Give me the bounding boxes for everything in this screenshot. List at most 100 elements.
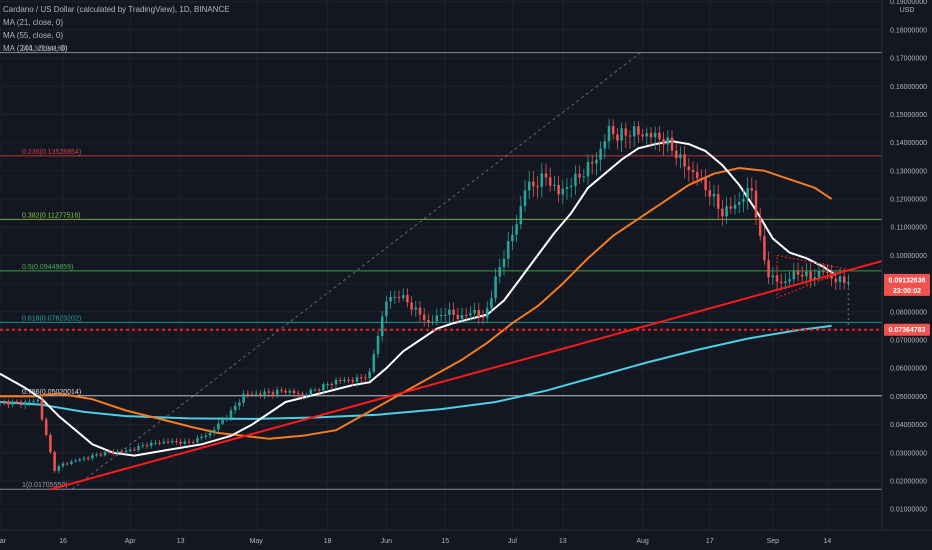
drawings[interactable] [0, 254, 883, 491]
price-tick-label: 0.02000000 [890, 478, 927, 485]
fib-level-label: 0.618(0.07623202) [22, 315, 81, 322]
candle-body [649, 133, 653, 138]
candle-body [275, 389, 279, 395]
candle-body [347, 379, 350, 381]
time-axis-panel[interactable] [0, 530, 932, 550]
candle-body [309, 389, 313, 395]
candle-body [469, 313, 472, 316]
candle-body [481, 316, 485, 318]
candle-body [641, 134, 644, 137]
candle-body [23, 401, 27, 405]
candle-body [326, 384, 329, 386]
grid-lines [0, 0, 882, 530]
candle-body [502, 258, 506, 268]
candle-body [128, 449, 132, 451]
candle-body [754, 190, 758, 218]
candle-body [544, 173, 548, 178]
symbol-title[interactable]: Cardano / US Dollar (calculated by Tradi… [3, 5, 230, 14]
candle-body [557, 184, 560, 195]
candle-body [674, 150, 678, 159]
candle-body [763, 236, 766, 261]
candle-body [565, 186, 569, 189]
time-tick-label: 13 [177, 538, 185, 545]
fibonacci-retracement[interactable]: 0(0.17194168) 0.236(0.13528854) 0.382(0.11… [0, 46, 882, 490]
candle-body [305, 394, 308, 396]
candle-body [456, 314, 460, 320]
candle-body [435, 315, 439, 322]
candle-body [767, 260, 770, 278]
candle-body [611, 126, 615, 135]
candle-body [19, 401, 23, 405]
candle-body [687, 166, 691, 170]
candle-body [191, 442, 195, 444]
price-tag-label: 0.07364783 [889, 327, 926, 334]
candle-body [124, 450, 128, 452]
candle-body [137, 446, 140, 450]
candle-body [586, 162, 590, 177]
candle-body [133, 449, 136, 451]
candle-body [284, 390, 287, 393]
ma-55-line [0, 167, 833, 440]
candle-body [91, 455, 94, 459]
candle-body [338, 379, 342, 381]
candle-body [217, 423, 220, 430]
trendline[interactable] [50, 260, 883, 491]
price-tick-label: 0.10000000 [890, 253, 927, 260]
candle-body [65, 463, 69, 465]
candle-body [40, 399, 44, 420]
price-tick-label: 0.03000000 [890, 450, 927, 457]
candle-body [725, 206, 728, 217]
candle-body [792, 271, 796, 280]
candle-body [662, 139, 665, 145]
candle-body [788, 279, 791, 282]
time-tick-label: Aug [636, 538, 649, 545]
price-tick-label: 0.14000000 [890, 140, 927, 147]
symmetrical-triangle[interactable] [776, 254, 851, 299]
time-tick-label: Jul [508, 538, 517, 545]
ma-244-legend[interactable]: MA (244, close, 0) [3, 44, 68, 53]
candle-body [250, 394, 254, 396]
fib-level-label: 0.786(0.05020014) [22, 389, 81, 396]
candle-body [271, 392, 275, 395]
candle-body [301, 393, 304, 395]
price-tag-label: 0.09132636 [889, 277, 926, 284]
price-tick-label: 0.06000000 [890, 366, 927, 373]
candle-body [704, 178, 707, 191]
candle-body [742, 198, 745, 202]
candle-body [448, 309, 451, 315]
candle-body [196, 438, 199, 443]
price-tick-label: 0.07000000 [890, 337, 927, 344]
candle-body [389, 297, 392, 302]
candle-body [750, 188, 754, 191]
candle-body [582, 176, 586, 178]
price-axis-panel[interactable] [882, 0, 932, 530]
candle-body [112, 451, 115, 454]
candle-body [574, 173, 577, 186]
candle-body [166, 441, 170, 443]
time-tick-label: 14 [824, 538, 832, 545]
candle-body [292, 390, 296, 393]
candle-body [712, 193, 716, 197]
candle-body [452, 309, 455, 315]
candle-body [758, 217, 762, 237]
candle-body [800, 274, 804, 277]
ma-21-legend[interactable]: MA (21, close, 0) [3, 18, 64, 27]
candle-body [204, 435, 208, 437]
time-tick-label: 15 [441, 538, 449, 545]
candle-body [679, 154, 682, 159]
candle-body [422, 314, 426, 320]
candle-body [494, 276, 497, 299]
candle-body [95, 454, 98, 456]
ma-55-legend[interactable]: MA (55, close, 0) [3, 31, 64, 40]
time-axis-labels: Mar 16 Apr 13 May 18 Jun 15 Jul 13 Aug 17 Sep 14 [0, 538, 831, 545]
time-tick-label: Jun [381, 538, 392, 545]
candle-body [809, 271, 812, 280]
candle-body [506, 241, 510, 259]
fib-level-label: 0.5(0.09449859) [22, 264, 73, 271]
candle-body [221, 420, 224, 424]
candle-body [716, 193, 720, 209]
candle-body [695, 172, 699, 179]
candle-body [561, 188, 565, 195]
candle-body [372, 353, 376, 372]
